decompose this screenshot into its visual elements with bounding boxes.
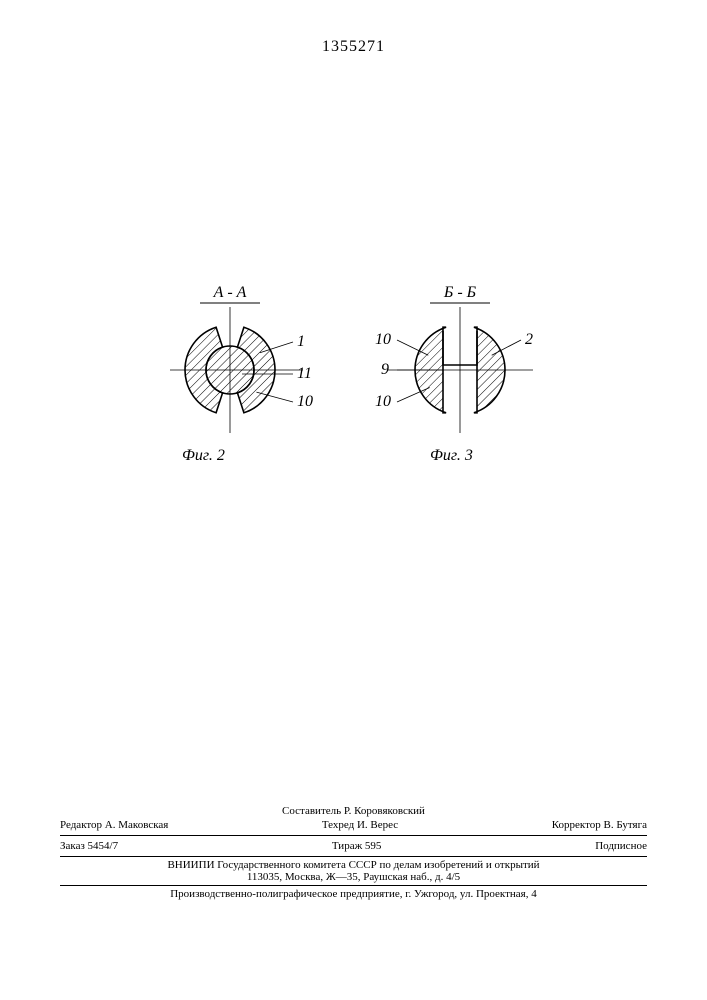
svg-text:1: 1 — [297, 333, 305, 350]
figures-svg: А - А11110Фиг. 2Б - Б102910Фиг. 3 — [140, 285, 570, 485]
page-number: 1355271 — [0, 38, 707, 56]
footer-rule-3 — [60, 885, 647, 886]
footer-block: Составитель Р. Коровяковский Редактор А.… — [60, 805, 647, 900]
svg-text:Б - Б: Б - Б — [443, 285, 477, 301]
footer-rule-1 — [60, 835, 647, 836]
footer-techred: Техред И. Верес — [322, 819, 398, 831]
footer-order: Заказ 5454/7 — [60, 840, 118, 852]
svg-text:10: 10 — [375, 393, 391, 410]
footer-tirazh: Тираж 595 — [332, 840, 382, 852]
footer-editor: Редактор А. Маковская — [60, 819, 168, 831]
footer-rule-2 — [60, 856, 647, 857]
svg-text:10: 10 — [297, 393, 313, 410]
svg-text:А - А: А - А — [213, 285, 247, 301]
svg-text:10: 10 — [375, 331, 391, 348]
svg-text:2: 2 — [525, 331, 533, 348]
figures-area: А - А11110Фиг. 2Б - Б102910Фиг. 3 — [140, 285, 570, 465]
footer-org2: Производственно-полиграфическое предприя… — [60, 888, 647, 900]
svg-text:Фиг. 2: Фиг. 2 — [182, 447, 225, 464]
footer-podpisnoe: Подписное — [595, 840, 647, 852]
svg-text:Фиг. 3: Фиг. 3 — [430, 447, 473, 464]
svg-text:9: 9 — [381, 361, 389, 378]
footer-addr1: 113035, Москва, Ж—35, Раушская наб., д. … — [60, 871, 647, 883]
svg-text:11: 11 — [297, 365, 312, 382]
footer-corrector: Корректор В. Бутяга — [552, 819, 647, 831]
footer-org1: ВНИИПИ Государственного комитета СССР по… — [60, 859, 647, 871]
footer-compiler: Составитель Р. Коровяковский — [60, 805, 647, 817]
